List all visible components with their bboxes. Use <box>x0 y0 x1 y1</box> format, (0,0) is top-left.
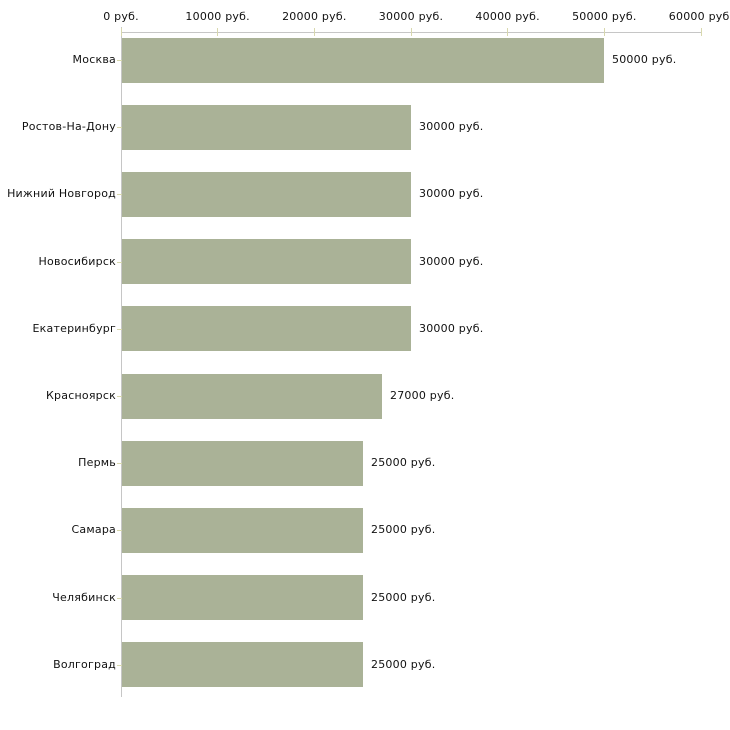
bar-value-label: 50000 руб. <box>612 53 677 66</box>
x-axis-tick-label: 40000 руб. <box>475 10 540 23</box>
category-label: Пермь <box>78 456 116 470</box>
y-axis-tick <box>117 60 122 61</box>
x-axis-tick <box>120 28 122 36</box>
y-axis-tick <box>117 396 122 397</box>
y-axis-line <box>121 27 122 697</box>
x-axis-tick <box>700 28 702 36</box>
bar-value-label: 25000 руб. <box>371 523 436 537</box>
y-axis-tick <box>117 664 122 666</box>
bar <box>122 171 411 217</box>
bar <box>122 37 604 83</box>
bar <box>122 104 411 150</box>
x-axis-tick-label: 60000 руб. <box>668 10 730 23</box>
bar <box>122 239 411 285</box>
bar <box>122 440 363 486</box>
y-axis-tick <box>117 127 122 129</box>
category-label: Москва <box>72 53 116 66</box>
y-axis-tick <box>117 463 122 465</box>
y-axis-tick <box>117 194 122 196</box>
bar <box>122 373 382 419</box>
bar <box>122 507 363 553</box>
x-axis-tick <box>217 28 219 36</box>
category-label: Нижний Новгород <box>7 187 116 201</box>
bar-value-label: 30000 руб. <box>419 120 484 134</box>
bar-value-label: 25000 руб. <box>371 456 436 470</box>
bar <box>122 306 411 352</box>
x-axis-tick <box>313 28 315 36</box>
y-axis-tick <box>117 261 122 263</box>
x-axis-tick-label: 30000 руб. <box>378 10 444 23</box>
bar-value-label: 30000 руб. <box>419 254 484 268</box>
category-label: Красноярск <box>46 389 116 402</box>
category-label: Челябинск <box>52 590 116 604</box>
category-label: Волгоград <box>53 657 116 671</box>
bar-value-label: 30000 руб. <box>419 321 484 335</box>
x-axis-tick-label: 20000 руб. <box>282 10 347 23</box>
category-label: Екатеринбург <box>32 321 116 335</box>
y-axis-tick <box>117 597 122 599</box>
x-axis-tick-label: 0 руб. <box>103 10 139 23</box>
x-axis-tick <box>603 28 605 36</box>
bar <box>122 642 363 688</box>
category-label: Ростов-На-Дону <box>21 120 116 134</box>
category-label: Новосибирск <box>38 254 116 268</box>
category-label: Самара <box>71 523 116 537</box>
x-axis-tick-label: 10000 руб. <box>185 10 250 23</box>
x-axis-tick <box>507 28 509 36</box>
bar-value-label: 25000 руб. <box>371 590 436 604</box>
bar-value-label: 27000 руб. <box>390 389 455 402</box>
bar-value-label: 30000 руб. <box>419 187 484 201</box>
x-axis-tick-label: 50000 руб. <box>572 10 637 23</box>
x-axis-tick <box>410 28 412 36</box>
y-axis-tick <box>117 328 122 330</box>
y-axis-tick <box>117 530 122 532</box>
bar <box>122 575 363 621</box>
bar-value-label: 25000 руб. <box>371 657 436 671</box>
